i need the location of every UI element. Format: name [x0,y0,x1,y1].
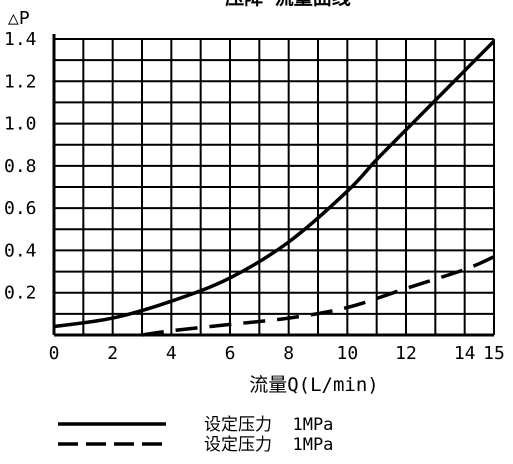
x-tick-label: 2 [107,343,118,364]
legend-label: 设定压力 1MPa [204,435,333,455]
xlabel-layer: 流量Q(L/min) [249,374,379,396]
x-tick-label: 6 [225,343,236,364]
x-tick-label: 4 [166,343,177,364]
series-line-solid [53,39,496,329]
y-tick-label: 1.0 [4,114,37,135]
y-axis-label: △P [8,8,30,29]
y-tick-label: 1.2 [4,71,37,92]
x-tick-label: 15 [483,343,505,364]
x-tick-label: 0 [49,343,60,364]
x-tick-label: 8 [283,343,294,364]
series-layer [53,39,496,337]
y-tick-label: 0.6 [4,198,37,219]
x-axis-label: 流量Q(L/min) [249,374,379,396]
y-tick-label: 0.2 [4,283,37,304]
x-tick-label: 12 [395,343,417,364]
y-tick-label: 1.4 [4,29,37,50]
tick-layer: 0.2 0.4 0.6 0.8 1.0 1.2 1.4 0 2 4 6 8 10 12 14 15 [4,29,505,364]
y-tick-label: 0.4 [4,240,37,261]
series-line-dashed [141,255,495,337]
legend-label: 设定压力 1MPa [204,415,333,435]
chart-title: 压降-流量曲线 [225,0,350,9]
grid-layer [52,34,495,337]
x-tick-label: 14 [454,343,476,364]
title-layer: 压降-流量曲线 △P [8,0,351,29]
x-tick-label: 10 [336,343,358,364]
y-tick-label: 0.8 [4,156,37,177]
